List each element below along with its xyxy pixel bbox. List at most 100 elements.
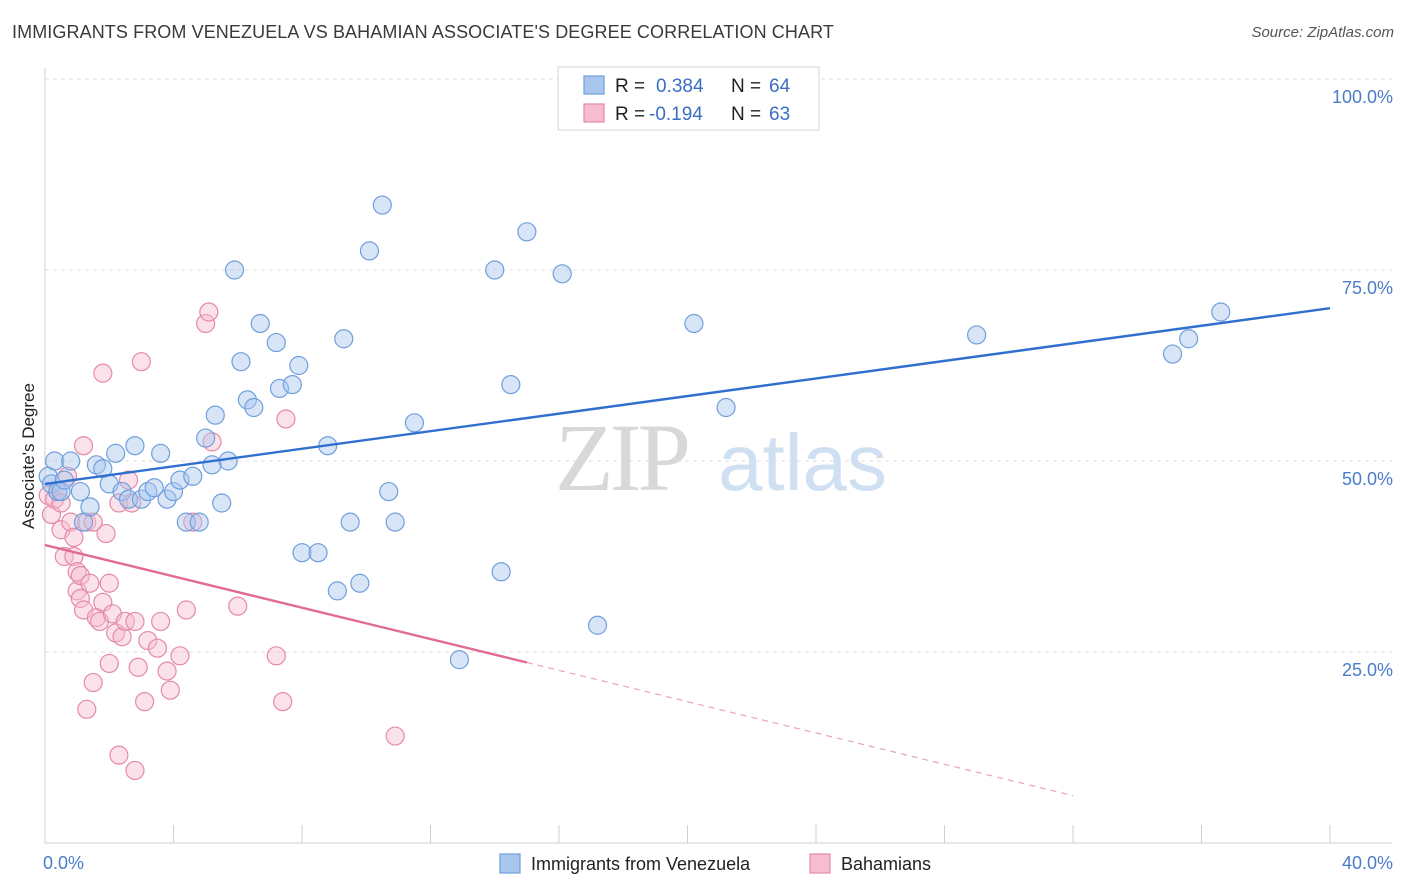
series-bahamians (38, 302, 405, 781)
bahamians-point-35 (118, 470, 139, 490)
bahamians-point-19 (80, 573, 100, 593)
bahamians-point-53 (228, 596, 248, 616)
bahamians-point-40 (131, 352, 151, 372)
bahamians-point-28 (99, 653, 119, 674)
bahamians-point-26 (96, 523, 116, 544)
venezuela-point-42 (308, 543, 328, 563)
bahamians-point-46 (160, 680, 180, 700)
venezuela-point-54 (485, 260, 505, 280)
grid-lines (45, 78, 1392, 653)
venezuela-point-17 (131, 489, 151, 509)
venezuela-point-48 (359, 241, 380, 261)
y-tick-labels: 25.0% 50.0% 75.0% 100.0% (1332, 87, 1393, 680)
legend-r-value-1: 0.384 (656, 76, 704, 97)
venezuela-point-50 (379, 481, 399, 502)
legend-swatch-venezuela (583, 75, 605, 95)
watermark-atlas: atlas (718, 418, 887, 507)
venezuela-point-27 (196, 428, 216, 448)
bottom-legend-swatch-venezuela (499, 853, 521, 874)
bahamians-point-4 (51, 493, 71, 513)
venezuela-point-39 (282, 375, 302, 395)
venezuela-point-62 (967, 325, 987, 345)
bottom-legend: Immigrants from Venezuela Bahamians (499, 853, 931, 874)
y-tick-label-0: 25.0% (1342, 660, 1393, 680)
venezuela-point-23 (170, 470, 190, 490)
legend-r-value-2: -0.194 (649, 104, 703, 125)
venezuela-point-32 (224, 260, 245, 280)
watermark-zip: ZIP (555, 404, 688, 511)
bahamians-point-21 (83, 512, 103, 532)
venezuela-point-44 (327, 581, 347, 601)
trend-line-bahamians (44, 543, 528, 664)
bahamians-point-34 (115, 611, 135, 632)
bahamians-point-20 (83, 672, 103, 693)
venezuela-point-35 (244, 397, 264, 418)
y-axis-title: Associate's Degree (19, 383, 38, 529)
venezuela-point-57 (517, 222, 537, 242)
venezuela-point-9 (80, 497, 100, 517)
bahamians-point-48 (176, 600, 196, 620)
venezuela-point-47 (350, 573, 370, 593)
venezuela-point-31 (218, 451, 238, 471)
bahamians-point-51 (199, 302, 219, 322)
venezuela-point-14 (112, 481, 132, 502)
venezuela-point-59 (587, 615, 608, 635)
venezuela-point-52 (404, 413, 425, 433)
venezuela-point-45 (334, 329, 354, 349)
venezuela-point-29 (205, 405, 225, 425)
bahamians-point-41 (134, 692, 155, 712)
venezuela-point-28 (202, 455, 222, 475)
y-tick-label-3: 100.0% (1332, 87, 1393, 107)
bahamians-point-39 (128, 657, 148, 677)
legend-n-value-2: 63 (769, 104, 790, 125)
bahamians-point-13 (70, 565, 90, 586)
x-tick-label-1: 40.0% (1342, 853, 1393, 873)
y-tick-label-2: 75.0% (1342, 278, 1393, 298)
venezuela-point-2 (45, 451, 65, 471)
bahamians-point-42 (138, 630, 158, 651)
venezuela-point-37 (266, 332, 286, 353)
venezuela-point-36 (250, 313, 270, 334)
venezuela-point-34 (237, 390, 257, 410)
bahamians-point-50 (196, 313, 216, 334)
venezuela-point-13 (106, 443, 126, 463)
venezuela-point-21 (157, 489, 177, 509)
legend-swatch-bahamians (583, 103, 605, 123)
bahamians-point-44 (151, 611, 171, 632)
trend-lines (44, 307, 1331, 797)
venezuela-point-55 (491, 562, 511, 582)
watermark: ZIP atlas (555, 404, 887, 511)
venezuela-point-56 (501, 375, 521, 395)
bahamians-point-37 (125, 611, 145, 632)
venezuela-point-40 (289, 355, 309, 376)
axes (44, 68, 1392, 844)
bottom-legend-label-bahamians: Bahamians (841, 854, 931, 874)
bahamians-point-55 (273, 692, 293, 712)
venezuela-point-22 (163, 481, 184, 502)
bahamians-point-33 (112, 627, 132, 647)
bahamians-point-45 (157, 661, 177, 681)
source-label: Source: ZipAtlas.com (1251, 24, 1394, 41)
legend: R = 0.384 N = 64 R = -0.194 N = 63 (557, 66, 820, 131)
bahamians-point-47 (170, 646, 190, 666)
venezuela-point-64 (1179, 329, 1199, 349)
x-tick-labels: 0.0% 40.0% (43, 853, 1393, 873)
legend-n-label-2: N = (731, 104, 761, 125)
venezuela-point-46 (340, 512, 360, 532)
bahamians-point-24 (93, 363, 113, 383)
legend-n-value-1: 64 (769, 76, 791, 97)
venezuela-point-33 (231, 352, 251, 372)
legend-r-label-1: R = (615, 76, 645, 97)
venezuela-point-49 (372, 195, 392, 215)
legend-n-label-1: N = (731, 76, 761, 97)
chart-title: IMMIGRANTS FROM VENEZUELA VS BAHAMIAN AS… (12, 22, 834, 42)
bahamians-point-32 (109, 745, 129, 765)
venezuela-point-51 (385, 512, 405, 532)
x-tick-label-0: 0.0% (43, 853, 84, 873)
bahamians-point-15 (73, 436, 94, 456)
venezuela-point-65 (1211, 302, 1231, 322)
venezuela-point-60 (684, 313, 704, 334)
venezuela-point-53 (449, 650, 470, 670)
venezuela-point-38 (269, 378, 290, 399)
